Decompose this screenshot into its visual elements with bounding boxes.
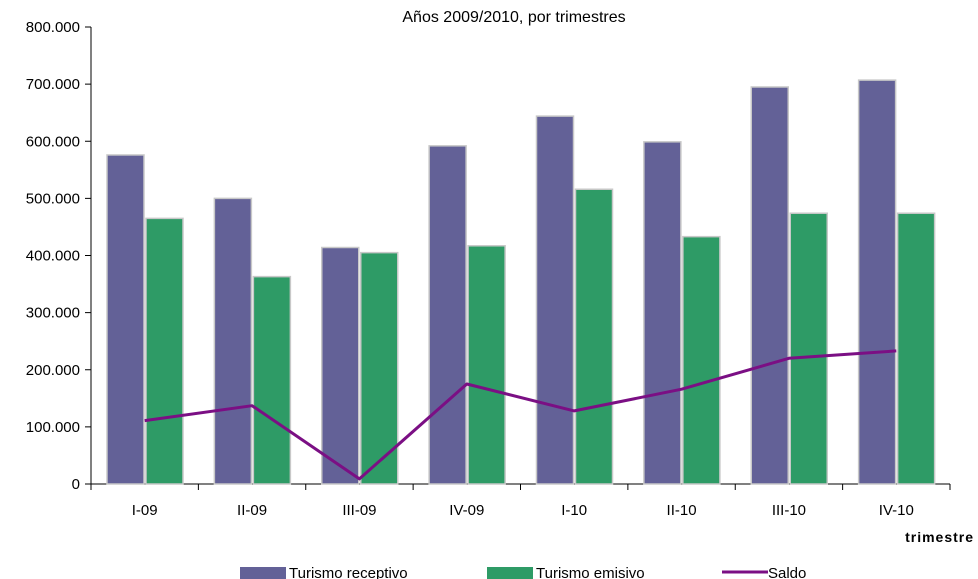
y-tick-label: 600.000 xyxy=(26,133,80,150)
bar-turismo-emisivo xyxy=(789,212,828,485)
legend-label: Turismo receptivo xyxy=(289,565,408,579)
y-tick-label: 500.000 xyxy=(26,190,80,207)
legend-swatch xyxy=(487,567,533,579)
bar-turismo-receptivo xyxy=(213,197,253,485)
bar-turismo-receptivo xyxy=(428,145,467,485)
legend: Turismo receptivo Turismo emisivo Saldo xyxy=(240,565,806,579)
legend-label: Turismo emisivo xyxy=(536,565,645,579)
chart-title: Años 2009/2010, por trimestres xyxy=(402,9,625,26)
bar-turismo-emisivo xyxy=(896,212,936,485)
x-tick-label: III-09 xyxy=(342,502,376,519)
x-tick-label: IV-09 xyxy=(449,502,484,519)
y-axis: 0 100.000 200.000 300.000 400.000 500.000 600.… xyxy=(26,19,92,493)
legend-item-saldo: Saldo xyxy=(722,565,806,579)
bar-turismo-receptivo xyxy=(857,79,897,485)
legend-item-turismo-emisivo: Turismo emisivo xyxy=(487,565,645,579)
bar-turismo-emisivo xyxy=(252,275,292,485)
y-tick-label: 700.000 xyxy=(26,76,80,93)
y-tick-label: 200.000 xyxy=(26,362,80,379)
y-tick-label: 300.000 xyxy=(26,305,80,322)
x-tick-label: IV-10 xyxy=(879,502,914,519)
y-tick-label: 0 xyxy=(72,476,80,493)
y-tick-label: 400.000 xyxy=(26,248,80,265)
x-tick-label: II-09 xyxy=(237,502,267,519)
legend-swatch xyxy=(240,567,286,579)
bar-turismo-emisivo xyxy=(467,245,506,485)
y-tick-label: 100.000 xyxy=(26,419,80,436)
x-tick-label: III-10 xyxy=(772,502,806,519)
line-saldo xyxy=(144,349,897,481)
bar-turismo-emisivo xyxy=(574,188,614,485)
x-axis: I-09 II-09 III-09 IV-09 I-10 II-10 III-10 IV-10 xyxy=(90,483,951,519)
bar-turismo-emisivo xyxy=(360,251,399,485)
legend-item-turismo-receptivo: Turismo receptivo xyxy=(240,565,408,579)
bar-turismo-emisivo xyxy=(145,217,184,485)
x-tick-label: I-09 xyxy=(132,502,158,519)
bar-turismo-emisivo xyxy=(682,235,721,485)
legend-label: Saldo xyxy=(768,565,806,579)
x-tick-label: II-10 xyxy=(667,502,697,519)
bar-turismo-receptivo xyxy=(106,154,145,485)
bar-turismo-receptivo xyxy=(750,86,789,485)
bar-turismo-receptivo xyxy=(535,115,575,485)
x-axis-title: trimestre xyxy=(905,529,974,545)
bar-turismo-receptivo xyxy=(643,141,682,485)
x-tick-label: I-10 xyxy=(561,502,587,519)
saldo-line-group xyxy=(144,349,897,481)
y-tick-label: 800.000 xyxy=(26,19,80,36)
bars-group xyxy=(106,79,936,485)
bar-turismo-receptivo xyxy=(321,246,360,485)
